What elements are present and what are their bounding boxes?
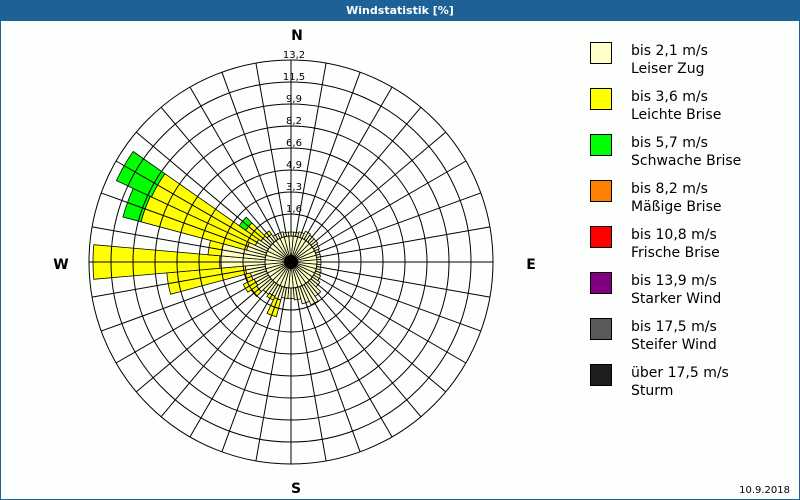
grid-spoke — [307, 106, 422, 243]
legend-range: über 17,5 m/s — [631, 365, 729, 381]
grid-spoke — [316, 266, 491, 298]
hub-dot — [284, 255, 298, 269]
grid-spoke — [299, 72, 361, 238]
legend-swatch — [590, 364, 612, 386]
grid-spoke — [160, 281, 275, 418]
compass-west: W — [53, 257, 68, 273]
polar-grid — [88, 59, 494, 465]
ring-label: 13,2 — [283, 50, 305, 61]
grid-spoke — [316, 226, 491, 258]
grid-spoke — [101, 270, 267, 332]
grid-spoke — [221, 286, 283, 452]
legend-label: Steifer Wind — [631, 337, 717, 353]
legend-range: bis 8,2 m/s — [631, 181, 708, 197]
grid-spoke — [303, 86, 393, 240]
grid-spoke — [303, 284, 393, 438]
ring-label: 6,6 — [286, 138, 302, 149]
wind-rose-chart: 1,6 3,3 4,9 6,6 8,2 9,9 11,5 13,2 N S W E — [53, 28, 536, 497]
legend-label: Sturm — [631, 383, 674, 399]
center-hub — [284, 255, 298, 269]
window-title: Windstatistik [%] — [0, 0, 800, 21]
grid-spoke — [313, 160, 467, 250]
legend-swatch — [590, 134, 612, 156]
grid-spoke — [91, 266, 266, 298]
grid-spoke — [221, 72, 283, 238]
legend-range: bis 17,5 m/s — [631, 319, 717, 335]
date-stamp: 10.9.2018 — [739, 485, 790, 496]
legend-range: bis 2,1 m/s — [631, 43, 708, 59]
legend-swatch — [590, 42, 612, 64]
compass-east: E — [526, 257, 536, 273]
grid-spoke — [255, 287, 287, 462]
legend-range: bis 5,7 m/s — [631, 135, 708, 151]
grid-spoke — [135, 131, 272, 246]
grid-spoke — [310, 278, 447, 393]
legend-swatch — [590, 272, 612, 294]
grid-spoke — [101, 192, 267, 254]
grid-spoke — [295, 287, 327, 462]
ring-label: 1,6 — [286, 204, 302, 215]
legend-range: bis 13,9 m/s — [631, 273, 717, 289]
legend-range: bis 3,6 m/s — [631, 89, 708, 105]
grid-spoke — [313, 274, 467, 364]
grid-spoke — [255, 62, 287, 237]
grid-spoke — [135, 278, 272, 393]
grid-spoke — [315, 270, 481, 332]
grid-spoke — [310, 131, 447, 246]
grid-spoke — [315, 192, 481, 254]
legend-label: Leichte Brise — [631, 107, 722, 123]
grid-spoke — [189, 86, 279, 240]
wind-sectors — [92, 150, 322, 318]
grid-spoke — [160, 106, 275, 243]
grid-spoke — [91, 226, 266, 258]
ring-label: 11,5 — [283, 72, 305, 83]
grid-spoke — [299, 286, 361, 452]
compass-south: S — [291, 481, 301, 497]
grid-spoke — [115, 160, 269, 250]
ring-label: 4,9 — [286, 160, 302, 171]
legend-range: bis 10,8 m/s — [631, 227, 717, 243]
grid-spoke — [115, 274, 269, 364]
ring-labels: 1,6 3,3 4,9 6,6 8,2 9,9 11,5 13,2 — [283, 50, 305, 215]
legend-swatch — [590, 318, 612, 340]
grid-spoke — [189, 284, 279, 438]
ring-label: 3,3 — [286, 182, 302, 193]
legend-label: Frische Brise — [631, 245, 720, 261]
ring-label: 9,9 — [286, 94, 302, 105]
legend-label: Schwache Brise — [631, 153, 742, 169]
legend-swatch — [590, 226, 612, 248]
legend-label: Starker Wind — [631, 291, 722, 307]
grid-spoke — [295, 62, 327, 237]
legend-swatch — [590, 88, 612, 110]
compass-north: N — [291, 28, 303, 44]
ring-label: 8,2 — [286, 116, 302, 127]
legend-swatch — [590, 180, 612, 202]
grid-spoke — [307, 281, 422, 418]
legend-label: Leiser Zug — [631, 61, 705, 77]
legend-label: Mäßige Brise — [631, 199, 722, 215]
